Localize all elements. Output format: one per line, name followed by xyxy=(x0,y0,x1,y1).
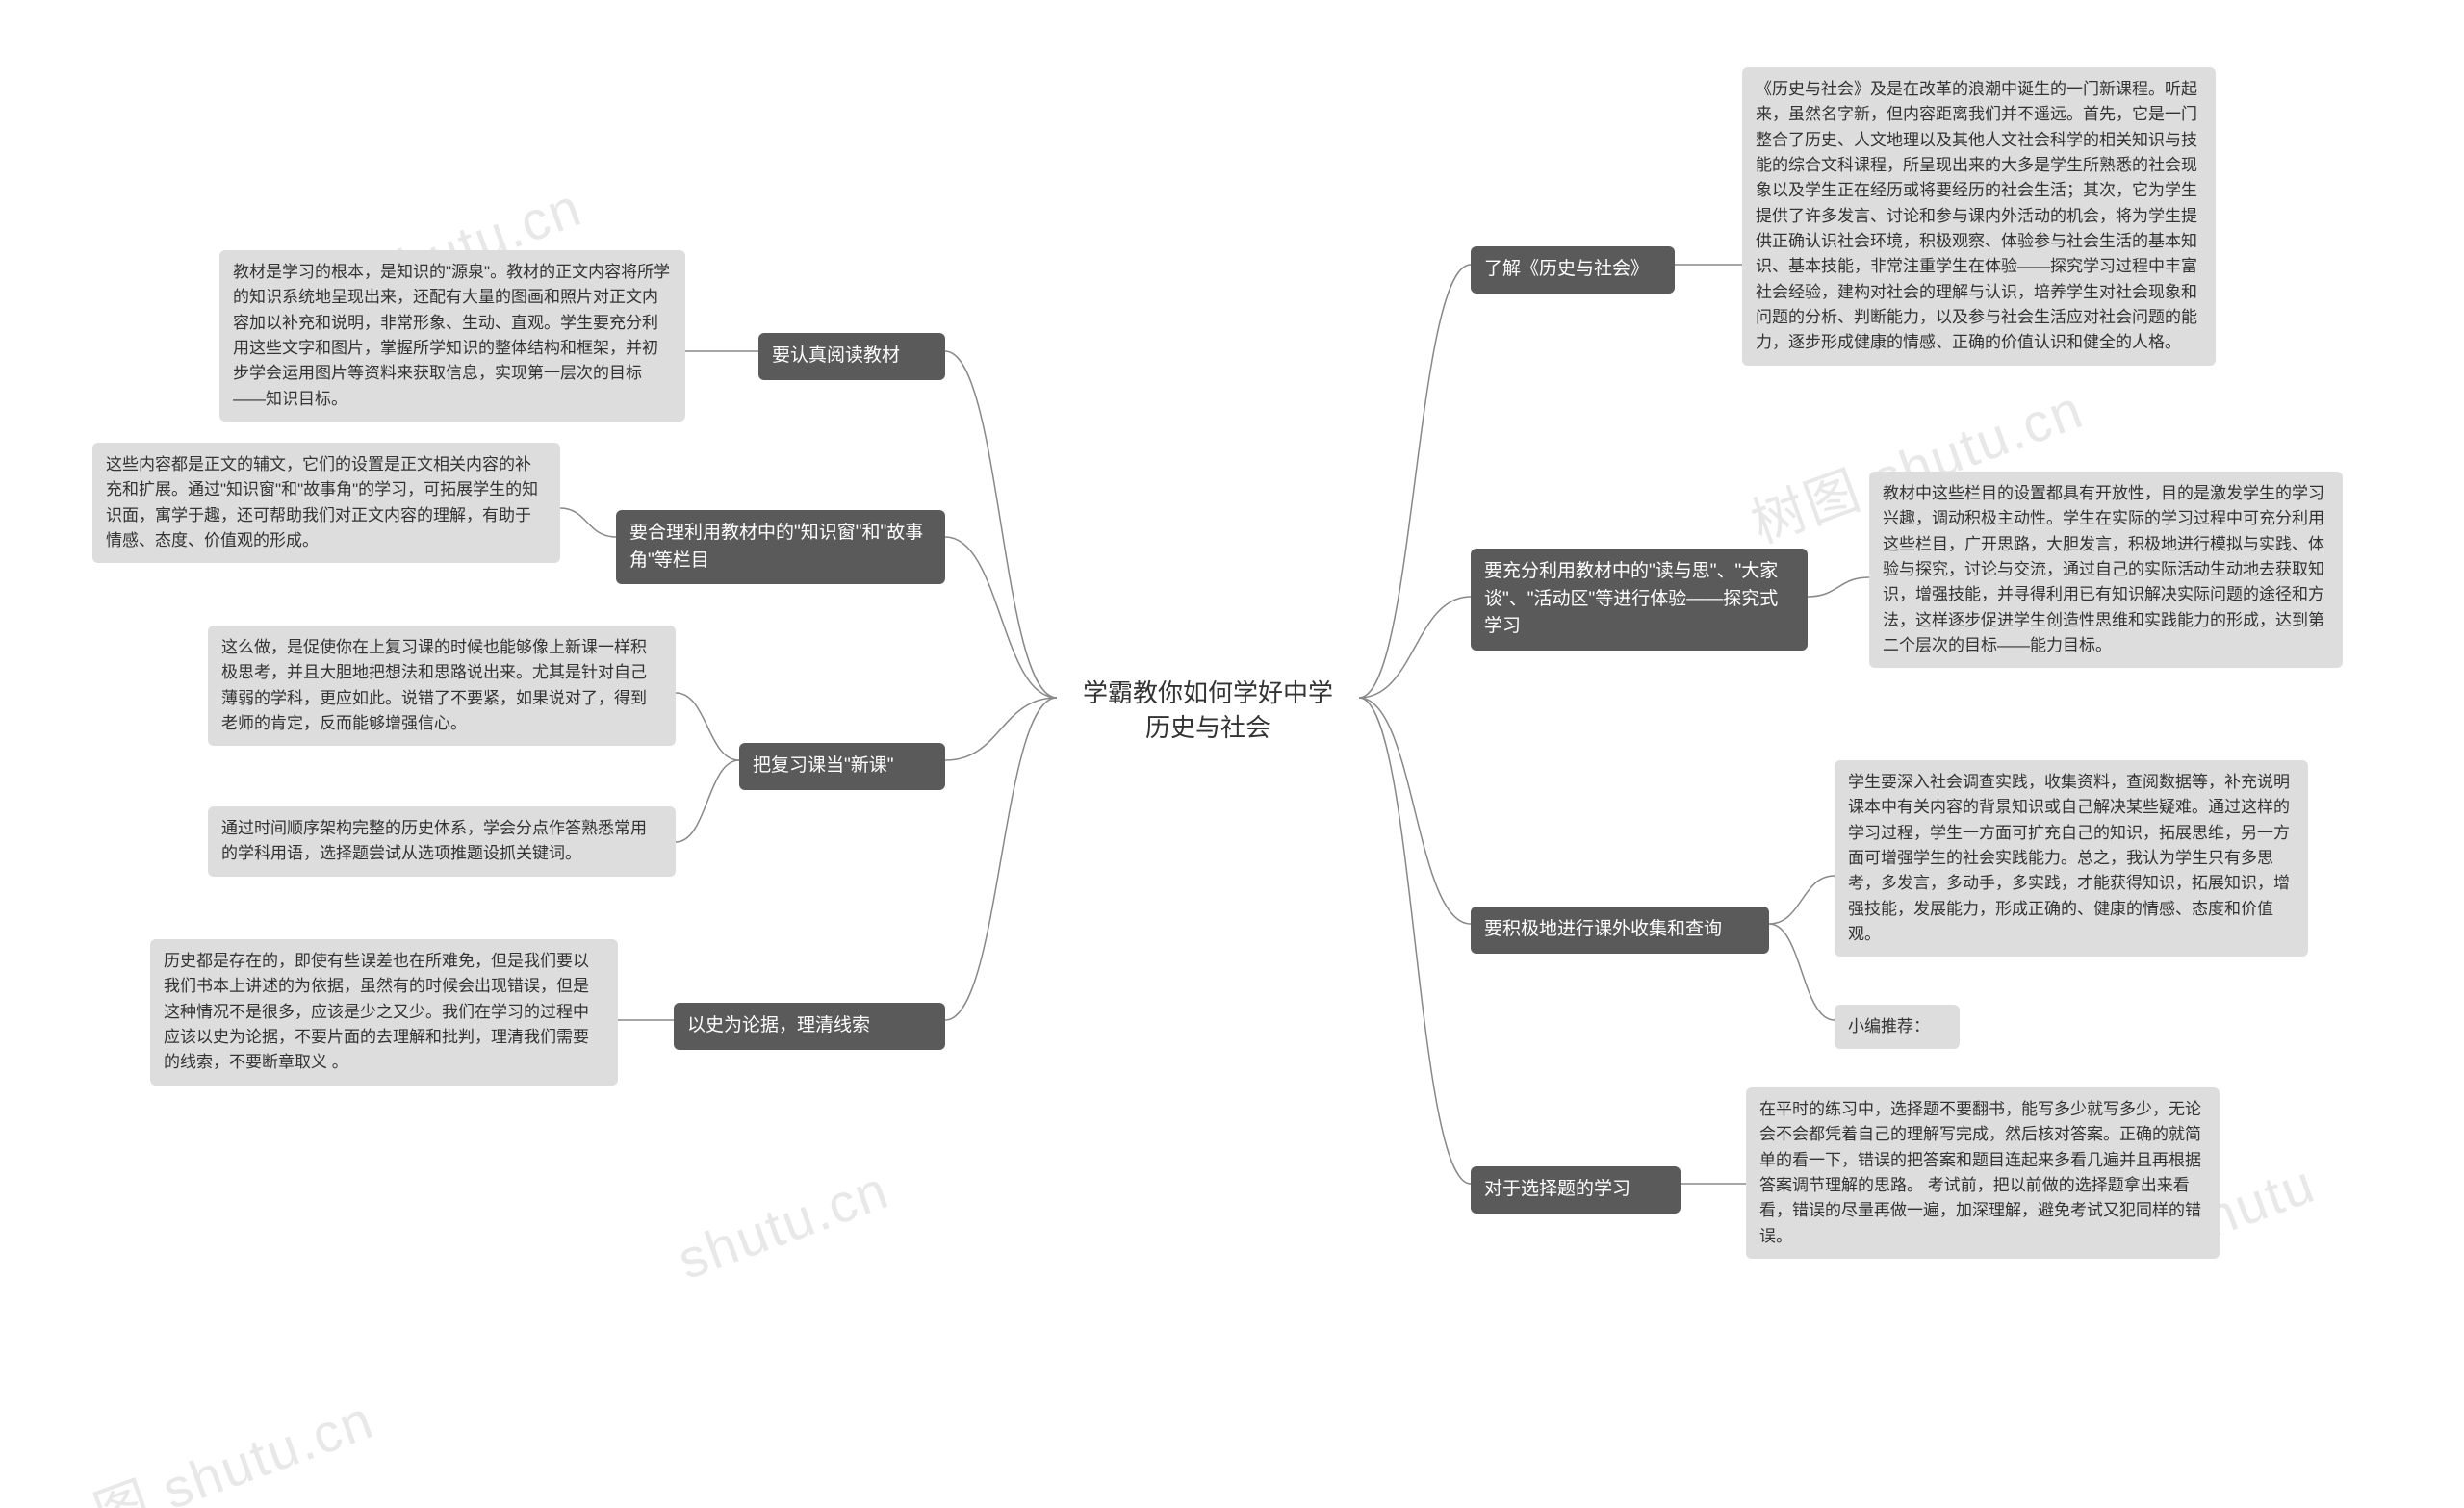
branch-label: 把复习课当"新课" xyxy=(753,755,894,776)
branch-label: 以史为论据，理清线索 xyxy=(687,1015,870,1035)
root-node: 学霸教你如何学好中学历史与社会 xyxy=(1057,664,1359,757)
leaf-text: 小编推荐： xyxy=(1848,1017,1930,1035)
right-leaf-3-0: 在平时的练习中，选择题不要翻书，能写多少就写多少，无论会不会都凭着自己的理解写完… xyxy=(1746,1087,2220,1259)
left-leaf-2-0: 这么做，是促使你在上复习课的时候也能够像上新课一样积极思考，并且大胆地把想法和思… xyxy=(208,626,676,746)
branch-label: 了解《历史与社会》 xyxy=(1484,259,1649,279)
branch-label: 要积极地进行课外收集和查询 xyxy=(1484,919,1722,939)
right-branch-2: 要积极地进行课外收集和查询 xyxy=(1471,907,1769,954)
leaf-text: 历史都是存在的，即使有些误差也在所难免，但是我们要以我们书本上讲述的为依据，虽然… xyxy=(164,952,589,1071)
right-leaf-0-0: 《历史与社会》及是在改革的浪潮中诞生的一门新课程。听起来，虽然名字新，但内容距离… xyxy=(1742,67,2216,366)
leaf-text: 教材是学习的根本，是知识的"源泉"。教材的正文内容将所学的知识系统地呈现出来，还… xyxy=(233,263,670,408)
leaf-text: 学生要深入社会调查实践，收集资料，查阅数据等，补充说明课本中有关内容的背景知识或… xyxy=(1848,773,2290,943)
branch-label: 要认真阅读教材 xyxy=(772,345,900,366)
leaf-text: 通过时间顺序架构完整的历史体系，学会分点作答熟悉常用的学科用语，选择题尝试从选项… xyxy=(221,819,647,862)
left-leaf-2-1: 通过时间顺序架构完整的历史体系，学会分点作答熟悉常用的学科用语，选择题尝试从选项… xyxy=(208,806,676,877)
left-branch-3: 以史为论据，理清线索 xyxy=(674,1003,945,1050)
right-leaf-2-1: 小编推荐： xyxy=(1835,1005,1960,1049)
left-branch-0: 要认真阅读教材 xyxy=(758,333,945,380)
watermark: shutu.cn xyxy=(670,1158,897,1291)
right-leaf-2-0: 学生要深入社会调查实践，收集资料，查阅数据等，补充说明课本中有关内容的背景知识或… xyxy=(1835,760,2308,957)
branch-label: 要充分利用教材中的"读与思"、"大家谈"、"活动区"等进行体验——探究式学习 xyxy=(1484,561,1778,636)
right-branch-1: 要充分利用教材中的"读与思"、"大家谈"、"活动区"等进行体验——探究式学习 xyxy=(1471,549,1808,651)
branch-label: 要合理利用教材中的"知识窗"和"故事角"等栏目 xyxy=(629,523,923,571)
leaf-text: 《历史与社会》及是在改革的浪潮中诞生的一门新课程。听起来，虽然名字新，但内容距离… xyxy=(1756,80,2197,351)
left-leaf-0-0: 教材是学习的根本，是知识的"源泉"。教材的正文内容将所学的知识系统地呈现出来，还… xyxy=(219,250,685,422)
watermark: 图 shutu.cn xyxy=(82,1377,383,1508)
root-text: 学霸教你如何学好中学历史与社会 xyxy=(1083,678,1333,742)
right-branch-0: 了解《历史与社会》 xyxy=(1471,246,1675,294)
leaf-text: 教材中这些栏目的设置都具有开放性，目的是激发学生的学习兴趣，调动积极主动性。学生… xyxy=(1883,484,2324,654)
left-branch-2: 把复习课当"新课" xyxy=(739,743,945,790)
left-leaf-1-0: 这些内容都是正文的辅文，它们的设置是正文相关内容的补充和扩展。通过"知识窗"和"… xyxy=(92,443,560,563)
right-branch-3: 对于选择题的学习 xyxy=(1471,1166,1681,1214)
left-leaf-3-0: 历史都是存在的，即使有些误差也在所难免，但是我们要以我们书本上讲述的为依据，虽然… xyxy=(150,939,618,1086)
leaf-text: 在平时的练习中，选择题不要翻书，能写多少就写多少，无论会不会都凭着自己的理解写完… xyxy=(1759,1100,2201,1245)
leaf-text: 这么做，是促使你在上复习课的时候也能够像上新课一样积极思考，并且大胆地把想法和思… xyxy=(221,638,647,732)
leaf-text: 这些内容都是正文的辅文，它们的设置是正文相关内容的补充和扩展。通过"知识窗"和"… xyxy=(106,455,538,550)
right-leaf-1-0: 教材中这些栏目的设置都具有开放性，目的是激发学生的学习兴趣，调动积极主动性。学生… xyxy=(1869,472,2343,668)
branch-label: 对于选择题的学习 xyxy=(1484,1179,1630,1199)
left-branch-1: 要合理利用教材中的"知识窗"和"故事角"等栏目 xyxy=(616,510,945,584)
